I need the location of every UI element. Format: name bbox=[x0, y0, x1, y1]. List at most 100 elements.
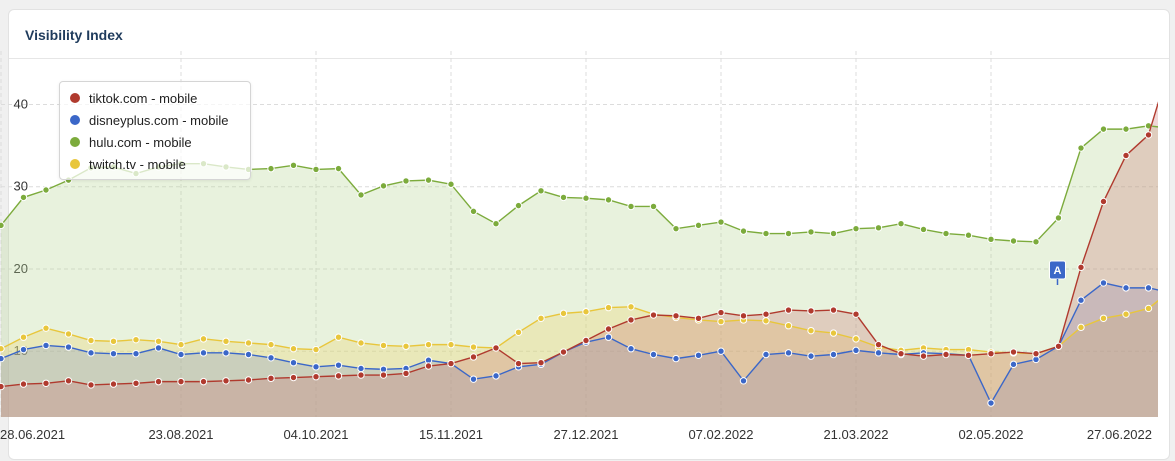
point-tiktok bbox=[784, 306, 793, 314]
legend-dot-disneyplus bbox=[70, 115, 80, 125]
point-hulu bbox=[559, 193, 568, 202]
point-tiktok bbox=[1077, 263, 1085, 272]
point-twitch bbox=[1077, 323, 1085, 332]
card-title: Visibility Index bbox=[25, 27, 123, 43]
point-twitch bbox=[87, 336, 95, 345]
point-tiktok bbox=[199, 377, 208, 386]
point-hulu bbox=[897, 220, 905, 228]
point-twitch bbox=[537, 314, 545, 323]
point-twitch bbox=[64, 330, 73, 338]
legend-label-tiktok: tiktok.com - mobile bbox=[89, 90, 198, 106]
area-twitch bbox=[1, 300, 1158, 417]
legend-item-tiktok[interactable]: tiktok.com - mobile bbox=[70, 89, 197, 107]
point-disneyplus bbox=[222, 349, 230, 357]
point-twitch bbox=[807, 326, 815, 335]
point-hulu bbox=[1122, 125, 1130, 133]
point-tiktok bbox=[64, 377, 73, 385]
point-disneyplus bbox=[154, 344, 163, 352]
point-tiktok bbox=[469, 353, 478, 361]
point-twitch bbox=[559, 309, 568, 318]
legend-dot-hulu bbox=[70, 137, 80, 147]
point-disneyplus bbox=[109, 349, 118, 358]
point-disneyplus bbox=[672, 354, 680, 363]
point-twitch bbox=[199, 335, 208, 343]
point-disneyplus bbox=[1009, 360, 1018, 369]
point-hulu bbox=[694, 221, 703, 230]
point-disneyplus bbox=[829, 350, 838, 359]
point-hulu bbox=[537, 187, 545, 195]
point-twitch bbox=[312, 345, 320, 354]
point-twitch bbox=[604, 303, 613, 312]
point-disneyplus bbox=[762, 350, 770, 359]
point-hulu bbox=[1009, 237, 1018, 245]
point-hulu bbox=[604, 196, 613, 204]
point-hulu bbox=[267, 164, 275, 173]
point-tiktok bbox=[447, 359, 455, 368]
point-tiktok bbox=[42, 379, 50, 387]
point-hulu bbox=[919, 225, 928, 234]
point-disneyplus bbox=[87, 349, 95, 357]
legend-label-disneyplus: disneyplus.com - mobile bbox=[89, 112, 229, 128]
chart-legend: tiktok.com - mobile disneyplus.com - mob… bbox=[59, 81, 251, 180]
point-hulu bbox=[964, 231, 973, 239]
point-hulu bbox=[942, 229, 950, 238]
point-twitch bbox=[469, 343, 478, 351]
point-twitch bbox=[1122, 310, 1130, 318]
point-twitch bbox=[852, 335, 860, 343]
point-tiktok bbox=[267, 374, 275, 383]
point-twitch bbox=[244, 339, 253, 347]
point-tiktok bbox=[312, 372, 320, 381]
legend-dot-tiktok bbox=[70, 93, 80, 103]
point-twitch bbox=[379, 341, 388, 350]
point-twitch bbox=[289, 345, 298, 353]
point-twitch bbox=[717, 317, 725, 326]
point-disneyplus bbox=[717, 347, 725, 355]
point-twitch bbox=[627, 303, 635, 311]
point-tiktok bbox=[987, 349, 995, 358]
point-disneyplus bbox=[1077, 296, 1085, 304]
point-tiktok bbox=[1009, 348, 1018, 356]
legend-label-hulu: hulu.com - mobile bbox=[89, 134, 192, 150]
point-twitch bbox=[424, 340, 433, 349]
point-disneyplus bbox=[312, 363, 320, 371]
x-tick-label: 02.05.2022 bbox=[958, 427, 1023, 442]
point-disneyplus bbox=[1099, 279, 1108, 287]
x-tick-label: 04.10.2021 bbox=[283, 427, 348, 442]
point-tiktok bbox=[807, 307, 815, 315]
point-disneyplus bbox=[334, 361, 343, 369]
point-tiktok bbox=[559, 348, 568, 356]
point-tiktok bbox=[582, 336, 590, 345]
point-twitch bbox=[132, 335, 140, 344]
point-twitch bbox=[1144, 304, 1153, 313]
x-tick-label: 15.11.2021 bbox=[419, 427, 483, 442]
point-tiktok bbox=[0, 382, 5, 391]
point-tiktok bbox=[717, 308, 725, 317]
point-twitch bbox=[514, 328, 523, 336]
legend-item-twitch[interactable]: twitch.tv - mobile bbox=[70, 155, 186, 173]
x-tick-label: 28.06.2021 bbox=[0, 427, 65, 442]
x-tick-label: 23.08.2021 bbox=[148, 427, 213, 442]
point-twitch bbox=[154, 337, 163, 346]
point-tiktok bbox=[1099, 197, 1108, 206]
point-hulu bbox=[357, 191, 365, 199]
point-disneyplus bbox=[267, 354, 275, 362]
point-hulu bbox=[379, 182, 388, 190]
legend-item-hulu[interactable]: hulu.com - mobile bbox=[70, 133, 192, 151]
point-hulu bbox=[492, 220, 500, 228]
point-tiktok bbox=[334, 372, 343, 380]
y-tick-label: 40 bbox=[14, 96, 28, 111]
annotation-label: A bbox=[1054, 265, 1062, 277]
point-tiktok bbox=[424, 362, 433, 370]
point-hulu bbox=[424, 176, 433, 184]
point-twitch bbox=[829, 329, 838, 337]
point-disneyplus bbox=[199, 349, 208, 357]
point-twitch bbox=[267, 340, 275, 349]
legend-item-disneyplus[interactable]: disneyplus.com - mobile bbox=[70, 111, 228, 129]
point-twitch bbox=[784, 322, 793, 330]
point-disneyplus bbox=[694, 351, 703, 360]
point-tiktok bbox=[1054, 342, 1063, 350]
point-hulu bbox=[289, 161, 298, 170]
point-disneyplus bbox=[1122, 284, 1130, 292]
point-hulu bbox=[19, 193, 28, 202]
point-tiktok bbox=[1032, 349, 1040, 358]
